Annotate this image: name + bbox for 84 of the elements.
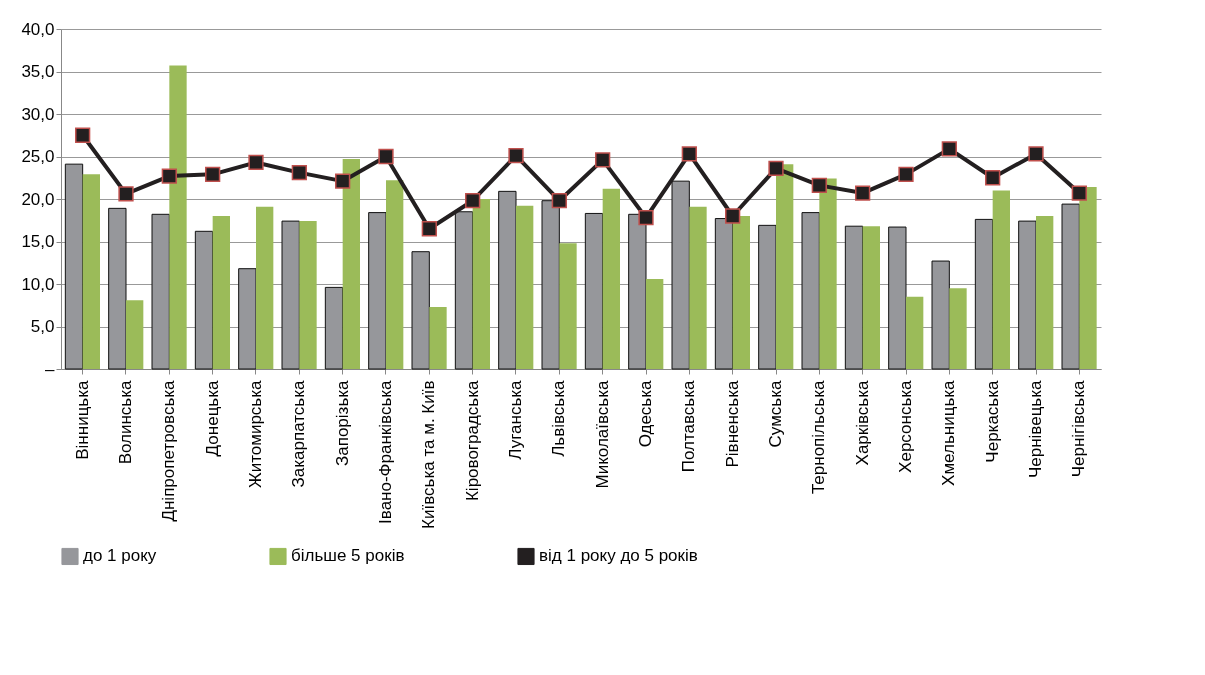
point bbox=[205, 166, 221, 182]
x-tick-label: Миколаївська bbox=[592, 379, 612, 489]
bar bbox=[299, 221, 317, 369]
x-tick-label: Тернопільська bbox=[809, 379, 829, 495]
point bbox=[811, 177, 827, 194]
point bbox=[941, 141, 957, 157]
bar bbox=[472, 199, 490, 369]
x-tick-label: Закарпатська bbox=[289, 379, 309, 488]
point bbox=[985, 170, 1001, 186]
y-tick-label: 35,0 bbox=[21, 62, 55, 81]
bar bbox=[386, 180, 404, 369]
point bbox=[1071, 185, 1087, 201]
bar bbox=[819, 178, 837, 369]
bar bbox=[732, 216, 750, 369]
bar bbox=[992, 190, 1010, 369]
point bbox=[638, 210, 654, 226]
bar bbox=[429, 306, 447, 369]
point bbox=[855, 185, 871, 201]
legend-label: до 1 року bbox=[83, 546, 157, 566]
y-tick-label: 20,0 bbox=[21, 189, 55, 209]
x-tick-label: Луганська bbox=[506, 379, 525, 460]
bar bbox=[646, 278, 664, 369]
bar bbox=[169, 65, 187, 369]
x-tick-label: Хмельницька bbox=[939, 379, 959, 486]
x-tick-label: Вінницька bbox=[72, 379, 92, 460]
x-tick-label: Херсонська bbox=[896, 379, 915, 473]
point bbox=[378, 148, 394, 165]
x-tick-label: Одеська bbox=[636, 379, 655, 448]
legend-label: більше 5 років bbox=[291, 546, 405, 566]
point bbox=[118, 186, 134, 202]
bar bbox=[82, 174, 100, 369]
point bbox=[291, 165, 307, 181]
bar bbox=[949, 288, 967, 369]
x-tick-label: Чернігівська bbox=[1069, 379, 1089, 478]
point bbox=[508, 148, 524, 164]
point bbox=[595, 152, 611, 168]
x-tick-label: Волинська bbox=[116, 379, 135, 465]
x-tick-label: Житомирська bbox=[246, 379, 265, 489]
bar bbox=[559, 243, 577, 369]
x-tick-label: Івано-Франківська bbox=[376, 379, 395, 524]
point bbox=[421, 221, 437, 237]
y-tick-label: 25,0 bbox=[21, 147, 55, 166]
point bbox=[725, 208, 741, 224]
x-tick-label: Харківська bbox=[852, 379, 872, 466]
point bbox=[1028, 146, 1044, 162]
y-tick-label: – bbox=[45, 359, 56, 379]
legend-label: від 1 року до 5 років bbox=[539, 546, 698, 566]
x-tick-label: Кіровоградська bbox=[462, 379, 482, 502]
bar bbox=[256, 206, 274, 369]
point bbox=[898, 166, 914, 182]
x-tick-label: Черкаська bbox=[982, 379, 1002, 463]
x-tick-label: Донецька bbox=[202, 379, 222, 457]
x-tick-label: Полтавська bbox=[679, 379, 699, 473]
bar bbox=[212, 216, 230, 369]
point bbox=[161, 168, 177, 184]
bar bbox=[342, 159, 360, 369]
point bbox=[248, 154, 264, 171]
bar bbox=[776, 164, 794, 369]
point bbox=[335, 173, 351, 189]
point bbox=[75, 127, 91, 143]
x-tick-label: Дніпропетровська bbox=[159, 379, 179, 522]
y-tick-label: 30,0 bbox=[21, 104, 55, 124]
point bbox=[551, 193, 567, 209]
bar bbox=[126, 300, 144, 369]
x-tick-label: Чернівецька bbox=[1026, 379, 1045, 479]
bar bbox=[906, 296, 924, 369]
point bbox=[681, 146, 697, 162]
bar bbox=[862, 226, 880, 369]
x-tick-label: Сумська bbox=[766, 379, 785, 448]
y-tick-label: 10,0 bbox=[21, 274, 55, 294]
bar bbox=[1079, 187, 1097, 369]
bar bbox=[516, 205, 534, 369]
point bbox=[465, 193, 481, 209]
bar bbox=[1036, 216, 1054, 369]
y-tick-label: 5,0 bbox=[30, 317, 55, 336]
x-tick-label: Запорізька bbox=[332, 379, 352, 467]
y-tick-label: 40,0 bbox=[21, 19, 55, 39]
x-tick-label: Київська та м. Київ bbox=[419, 380, 439, 529]
x-tick-label: Рівненська bbox=[722, 379, 742, 468]
point bbox=[768, 160, 784, 177]
x-tick-label: Львівська bbox=[549, 379, 569, 457]
y-tick-label: 15,0 bbox=[21, 232, 55, 251]
bar bbox=[689, 206, 707, 369]
bar bbox=[602, 188, 620, 369]
